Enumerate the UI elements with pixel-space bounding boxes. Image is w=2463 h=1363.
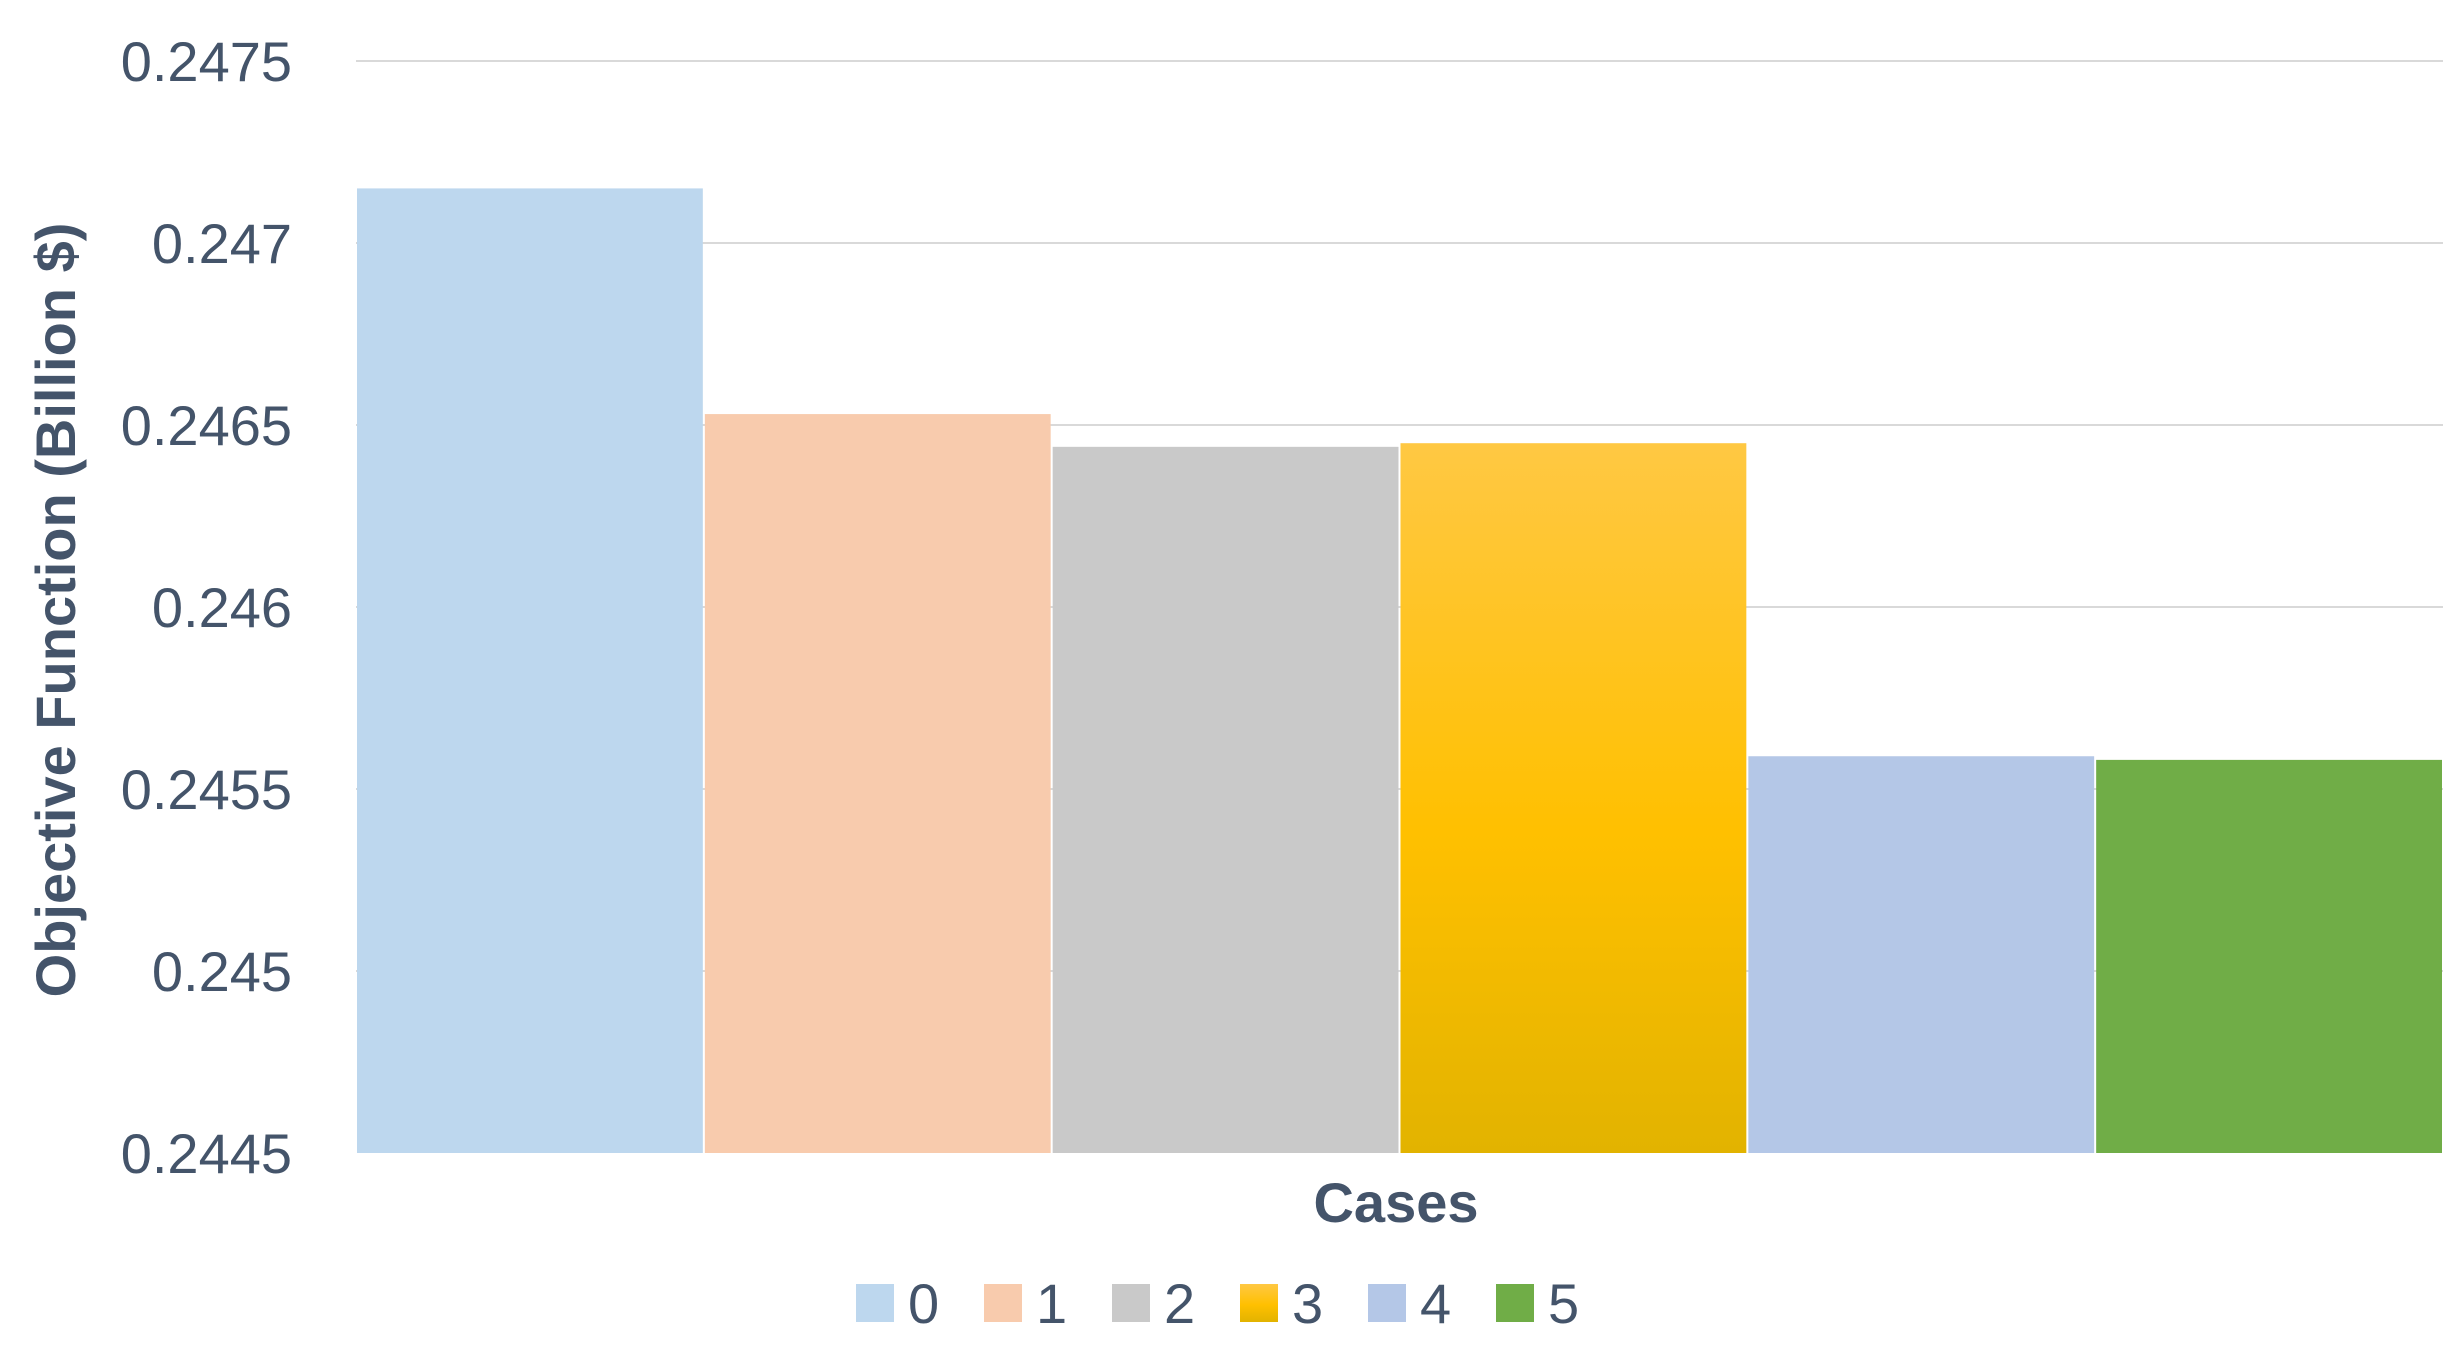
y-tick-label: 0.246 bbox=[152, 576, 292, 639]
legend-label-case-3: 3 bbox=[1292, 1272, 1323, 1335]
x-axis-title: Cases bbox=[1313, 1171, 1478, 1234]
legend-label-case-4: 4 bbox=[1420, 1272, 1451, 1335]
bar-case-3 bbox=[1400, 443, 1747, 1153]
legend-label-case-2: 2 bbox=[1164, 1272, 1195, 1335]
bar-case-5 bbox=[2096, 759, 2442, 1153]
legend-label-case-1: 1 bbox=[1036, 1272, 1067, 1335]
y-tick-label: 0.2475 bbox=[121, 30, 292, 93]
legend-swatch-case-5 bbox=[1496, 1284, 1534, 1322]
gridlines bbox=[356, 60, 2443, 972]
legend-swatch-case-3 bbox=[1240, 1284, 1278, 1322]
legend-swatch-case-2 bbox=[1112, 1284, 1150, 1322]
y-tick-label: 0.245 bbox=[152, 940, 292, 1003]
y-tick-label: 0.2445 bbox=[121, 1122, 292, 1185]
legend-swatch-case-1 bbox=[984, 1284, 1022, 1322]
legend-swatch-case-0 bbox=[856, 1284, 894, 1322]
y-axis-title: Objective Function (Billion $) bbox=[24, 223, 87, 998]
y-tick-label: 0.2465 bbox=[121, 394, 292, 457]
bar-case-4 bbox=[1748, 756, 2095, 1153]
bars bbox=[357, 188, 2442, 1154]
bar-case-1 bbox=[704, 414, 1051, 1154]
legend-label-case-5: 5 bbox=[1548, 1272, 1579, 1335]
legend-label-case-0: 0 bbox=[908, 1272, 939, 1335]
y-tick-label: 0.2455 bbox=[121, 758, 292, 821]
bar-case-2 bbox=[1052, 446, 1399, 1154]
legend-swatch-case-4 bbox=[1368, 1284, 1406, 1322]
y-axis-ticks: 0.2445 0.245 0.2455 0.246 0.2465 0.247 0.2475 bbox=[121, 30, 292, 1185]
y-tick-label: 0.247 bbox=[152, 212, 292, 275]
bar-case-0 bbox=[357, 188, 703, 1153]
legend: 0 1 2 3 4 5 bbox=[856, 1272, 1579, 1335]
